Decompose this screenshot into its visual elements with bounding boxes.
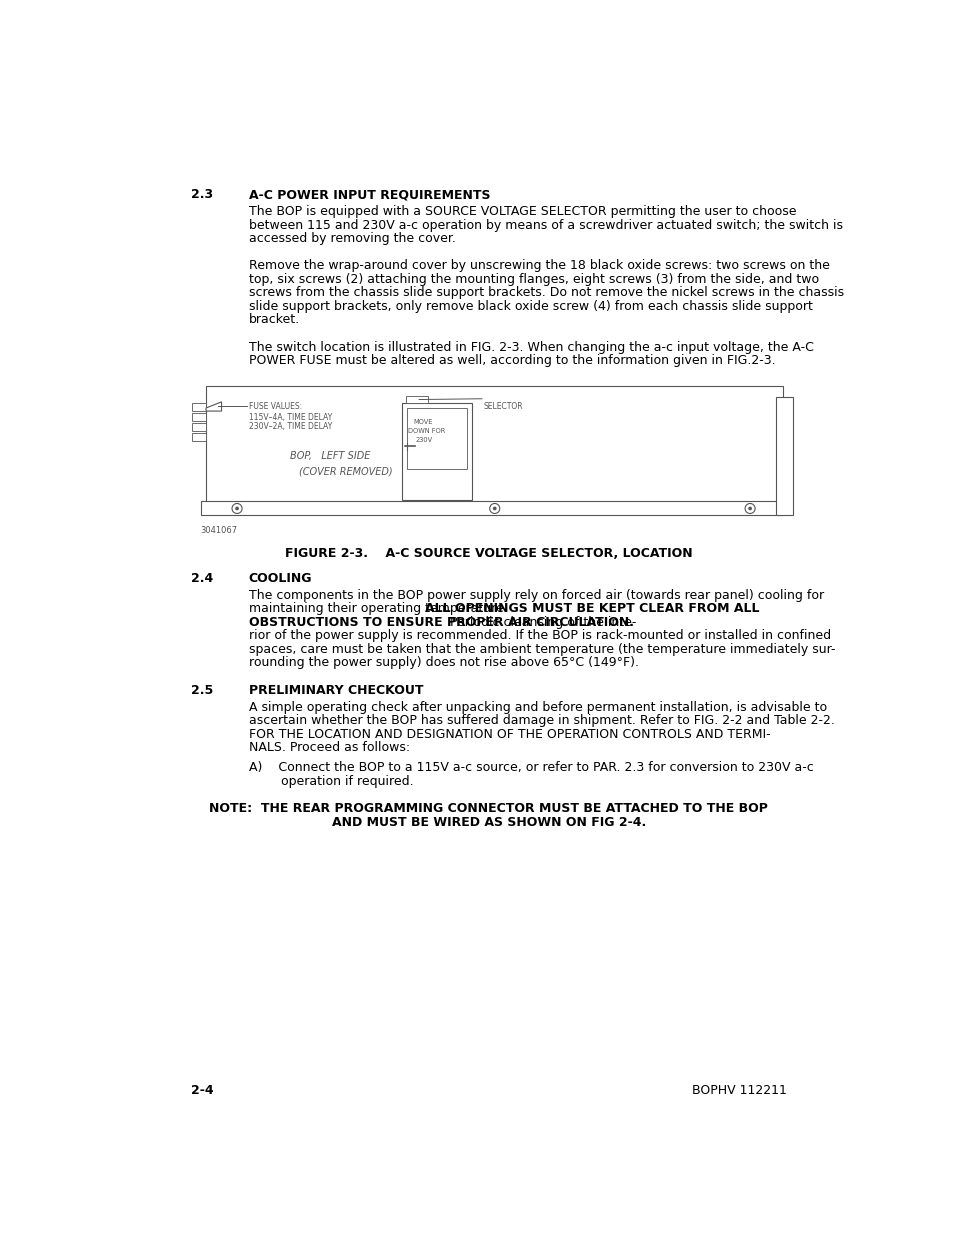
Text: 3041067: 3041067 [200, 526, 237, 535]
Text: screws from the chassis slide support brackets. Do not remove the nickel screws : screws from the chassis slide support br… [249, 287, 842, 299]
Text: COOLING: COOLING [249, 572, 312, 585]
Text: A)    Connect the BOP to a 115V a-c source, or refer to PAR. 2.3 for conversion : A) Connect the BOP to a 115V a-c source,… [249, 762, 813, 774]
Text: MOVE: MOVE [413, 419, 432, 425]
Text: spaces, care must be taken that the ambient temperature (the temperature immedia: spaces, care must be taken that the ambi… [249, 643, 834, 656]
Text: operation if required.: operation if required. [281, 774, 414, 788]
Text: NOTE:  THE REAR PROGRAMMING CONNECTOR MUST BE ATTACHED TO THE BOP: NOTE: THE REAR PROGRAMMING CONNECTOR MUS… [210, 803, 767, 815]
Text: FOR THE LOCATION AND DESIGNATION OF THE OPERATION CONTROLS AND TERMI-: FOR THE LOCATION AND DESIGNATION OF THE … [249, 727, 769, 741]
Circle shape [235, 508, 238, 510]
Text: A simple operating check after unpacking and before permanent installation, is a: A simple operating check after unpacking… [249, 700, 826, 714]
Text: Remove the wrap-around cover by unscrewing the 18 black oxide screws: two screws: Remove the wrap-around cover by unscrewi… [249, 259, 829, 273]
Circle shape [748, 508, 750, 510]
Text: The BOP is equipped with a SOURCE VOLTAGE SELECTOR permitting the user to choose: The BOP is equipped with a SOURCE VOLTAG… [249, 205, 796, 219]
Text: BOP,   LEFT SIDE: BOP, LEFT SIDE [290, 451, 370, 461]
Text: ALL OPENINGS MUST BE KEPT CLEAR FROM ALL: ALL OPENINGS MUST BE KEPT CLEAR FROM ALL [424, 603, 759, 615]
Text: POWER FUSE must be altered as well, according to the information given in FIG.2-: POWER FUSE must be altered as well, acco… [249, 354, 775, 367]
Bar [406, 396, 427, 404]
Text: 115V–4A, TIME DELAY: 115V–4A, TIME DELAY [249, 412, 332, 421]
Text: between 115 and 230V a-c operation by means of a screwdriver actuated switch; th: between 115 and 230V a-c operation by me… [249, 219, 841, 232]
Text: Periodic cleansing of the inte-: Periodic cleansing of the inte- [446, 616, 636, 629]
Text: 230V–2A, TIME DELAY: 230V–2A, TIME DELAY [249, 422, 332, 431]
Text: OBSTRUCTIONS TO ENSURE PROPER AIR CIRCULATION.: OBSTRUCTIONS TO ENSURE PROPER AIR CIRCUL… [249, 616, 633, 629]
Bar [406, 408, 467, 469]
Bar [192, 422, 206, 431]
Text: FIGURE 2-3.    A-C SOURCE VOLTAGE SELECTOR, LOCATION: FIGURE 2-3. A-C SOURCE VOLTAGE SELECTOR,… [285, 547, 692, 561]
Text: PRELIMINARY CHECKOUT: PRELIMINARY CHECKOUT [249, 684, 423, 697]
Text: DOWN FOR: DOWN FOR [407, 429, 444, 433]
Text: (COVER REMOVED): (COVER REMOVED) [298, 467, 393, 477]
Text: rior of the power supply is recommended. If the BOP is rack-mounted or installed: rior of the power supply is recommended.… [249, 630, 830, 642]
Text: FUSE VALUES:: FUSE VALUES: [249, 401, 301, 411]
Bar [775, 398, 792, 515]
Text: SELECTOR: SELECTOR [483, 401, 522, 411]
Text: A-C POWER INPUT REQUIREMENTS: A-C POWER INPUT REQUIREMENTS [249, 188, 490, 201]
Text: BOPHV 112211: BOPHV 112211 [692, 1084, 786, 1097]
Bar [402, 404, 472, 500]
Text: AND MUST BE WIRED AS SHOWN ON FIG 2-4.: AND MUST BE WIRED AS SHOWN ON FIG 2-4. [332, 815, 645, 829]
Bar [200, 501, 781, 515]
Text: 230V: 230V [415, 437, 432, 443]
Text: rounding the power supply) does not rise above 65°C (149°F).: rounding the power supply) does not rise… [249, 656, 638, 669]
Circle shape [493, 508, 496, 510]
Bar [192, 403, 206, 411]
Text: accessed by removing the cover.: accessed by removing the cover. [249, 232, 456, 245]
Text: slide support brackets, only remove black oxide screw (4) from each chassis slid: slide support brackets, only remove blac… [249, 300, 812, 312]
Text: 2.5: 2.5 [191, 684, 213, 697]
Bar [206, 387, 781, 501]
Bar [192, 432, 206, 441]
Bar [192, 412, 206, 421]
Text: NALS. Proceed as follows:: NALS. Proceed as follows: [249, 741, 410, 755]
Text: top, six screws (2) attaching the mounting flanges, eight screws (3) from the si: top, six screws (2) attaching the mounti… [249, 273, 818, 287]
Text: maintaining their operating temperature.: maintaining their operating temperature. [249, 603, 511, 615]
Text: 2.3: 2.3 [191, 188, 213, 201]
Text: ascertain whether the BOP has suffered damage in shipment. Refer to FIG. 2-2 and: ascertain whether the BOP has suffered d… [249, 714, 834, 727]
Text: 2-4: 2-4 [191, 1084, 213, 1097]
Text: The switch location is illustrated in FIG. 2-3. When changing the a-c input volt: The switch location is illustrated in FI… [249, 341, 813, 353]
Polygon shape [206, 401, 221, 411]
Text: The components in the BOP power supply rely on forced air (towards rear panel) c: The components in the BOP power supply r… [249, 589, 823, 601]
Text: 2.4: 2.4 [191, 572, 213, 585]
Text: bracket.: bracket. [249, 314, 299, 326]
